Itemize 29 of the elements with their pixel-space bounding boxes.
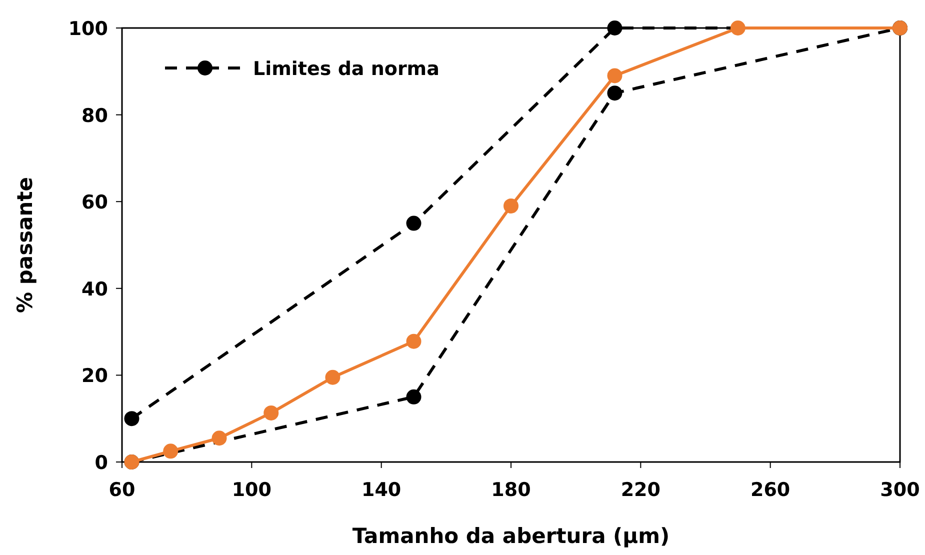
x-tick-label: 180	[491, 479, 531, 501]
point	[504, 198, 518, 214]
point	[406, 334, 422, 349]
legend-label: Limites da norma	[253, 58, 440, 80]
point	[406, 389, 422, 404]
y-tick-label: 100	[68, 18, 108, 40]
point	[325, 370, 340, 385]
point	[212, 430, 227, 446]
y-axis-title: % passante	[13, 177, 37, 313]
point	[124, 411, 140, 426]
point	[730, 20, 746, 36]
point	[607, 86, 622, 101]
y-tick-label: 0	[94, 452, 108, 474]
x-tick-label: 300	[880, 479, 920, 501]
y-tick-label: 60	[82, 192, 108, 214]
x-tick-label: 220	[620, 479, 661, 501]
x-tick-label: 260	[750, 479, 790, 501]
point	[163, 444, 178, 459]
point	[406, 216, 422, 231]
x-tick-label: 140	[361, 479, 402, 501]
y-tick-label: 80	[82, 104, 108, 127]
x-tick-label: 60	[108, 479, 136, 501]
y-tick-label: 40	[82, 278, 108, 300]
x-axis-title: Tamanho da abertura (µm)	[352, 524, 670, 548]
y-tick-label: 20	[82, 365, 108, 388]
point	[264, 405, 279, 420]
point	[607, 20, 622, 36]
x-tick-label: 100	[232, 479, 272, 501]
point	[607, 68, 622, 84]
